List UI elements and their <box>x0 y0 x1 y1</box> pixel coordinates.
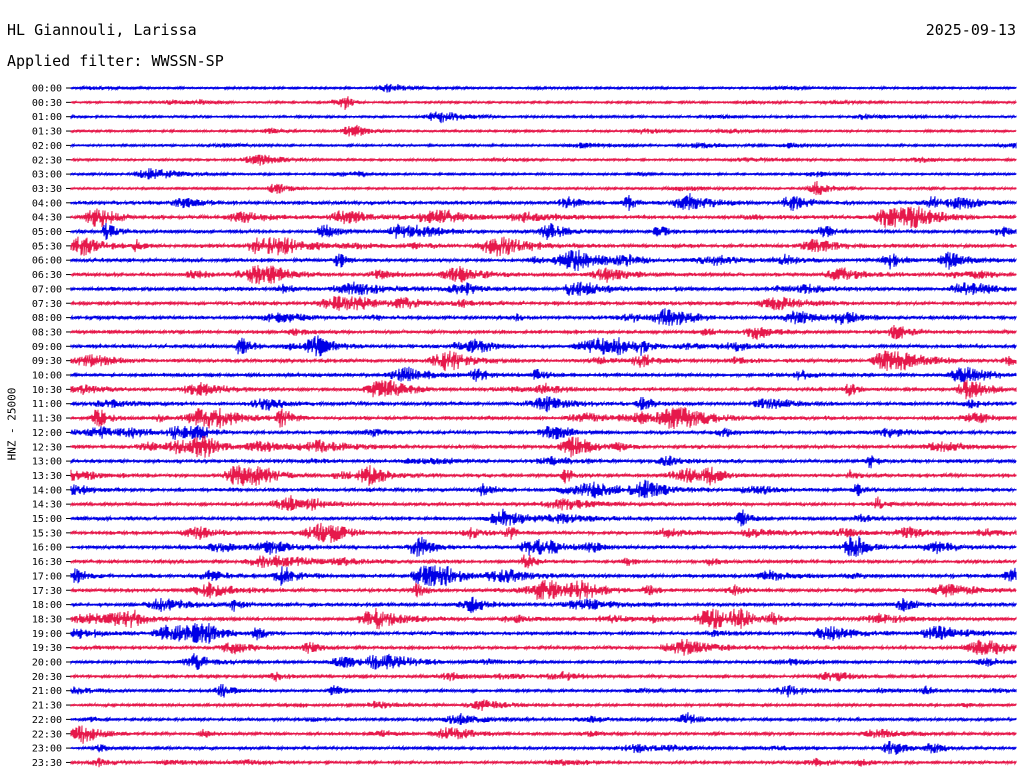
tick-label-1130: 11:30 <box>32 414 62 425</box>
tick-label-1630: 16:30 <box>32 557 62 568</box>
tick-label-0500: 05:00 <box>32 227 62 238</box>
trace-1300 <box>70 455 1017 469</box>
trace-0030 <box>70 96 1017 110</box>
tick-label-2330: 23:30 <box>32 758 62 769</box>
tick-label-1900: 19:00 <box>32 629 62 640</box>
tick-label-1100: 11:00 <box>32 399 62 410</box>
tick-label-1200: 12:00 <box>32 428 62 439</box>
tick-label-0830: 08:30 <box>32 327 62 338</box>
tick-label-0900: 09:00 <box>32 342 62 353</box>
tick-label-0530: 05:30 <box>32 241 62 252</box>
tick-label-0030: 00:30 <box>32 98 62 109</box>
tick-label-1400: 14:00 <box>32 485 62 496</box>
tick-label-2300: 23:00 <box>32 744 62 755</box>
tick-label-2000: 20:00 <box>32 658 62 669</box>
trace-1600 <box>70 536 1017 557</box>
tick-label-1830: 18:30 <box>32 614 62 625</box>
trace-1030 <box>70 379 1017 400</box>
tick-label-1230: 12:30 <box>32 442 62 453</box>
tick-label-0730: 07:30 <box>32 299 62 310</box>
tick-label-0930: 09:30 <box>32 356 62 367</box>
tick-label-0300: 03:00 <box>32 170 62 181</box>
tick-label-1430: 14:30 <box>32 500 62 511</box>
tick-label-1730: 17:30 <box>32 586 62 597</box>
trace-1400 <box>70 479 1017 499</box>
filter-label: Applied filter: WWSSN-SP <box>7 52 224 70</box>
trace-0430 <box>70 206 1017 229</box>
tick-label-0130: 01:30 <box>32 127 62 138</box>
tick-label-1700: 17:00 <box>32 571 62 582</box>
tick-label-0630: 06:30 <box>32 270 62 281</box>
tick-label-2200: 22:00 <box>32 715 62 726</box>
trace-1730 <box>70 579 1017 600</box>
tick-label-0800: 08:00 <box>32 313 62 324</box>
tick-label-0000: 00:00 <box>32 84 62 95</box>
tick-label-0600: 06:00 <box>32 256 62 267</box>
tick-label-1300: 13:00 <box>32 457 62 468</box>
tick-label-0200: 02:00 <box>32 141 62 152</box>
tick-label-1330: 13:30 <box>32 471 62 482</box>
tick-label-0430: 04:30 <box>32 213 62 224</box>
trace-1430 <box>70 495 1017 511</box>
trace-0400 <box>70 193 1017 212</box>
tick-label-2130: 21:30 <box>32 701 62 712</box>
trace-2200 <box>70 712 1017 725</box>
tick-label-1600: 16:00 <box>32 543 62 554</box>
tick-label-0330: 03:30 <box>32 184 62 195</box>
tick-label-1500: 15:00 <box>32 514 62 525</box>
tick-label-0700: 07:00 <box>32 284 62 295</box>
tick-label-1800: 18:00 <box>32 600 62 611</box>
trace-2230 <box>70 725 1017 744</box>
tick-label-0100: 01:00 <box>32 112 62 123</box>
tick-label-2100: 21:00 <box>32 686 62 697</box>
tick-label-2230: 22:30 <box>32 729 62 740</box>
tick-label-2030: 20:30 <box>32 672 62 683</box>
tick-label-0400: 04:00 <box>32 198 62 209</box>
tick-label-1930: 19:30 <box>32 643 62 654</box>
tick-label-0230: 02:30 <box>32 155 62 166</box>
tick-label-1000: 10:00 <box>32 371 62 382</box>
trace-1500 <box>70 508 1017 527</box>
station-title: HL Giannouli, Larissa <box>7 21 197 39</box>
tick-label-1030: 10:30 <box>32 385 62 396</box>
date-label: 2025-09-13 <box>925 21 1016 39</box>
tick-label-1530: 15:30 <box>32 528 62 539</box>
